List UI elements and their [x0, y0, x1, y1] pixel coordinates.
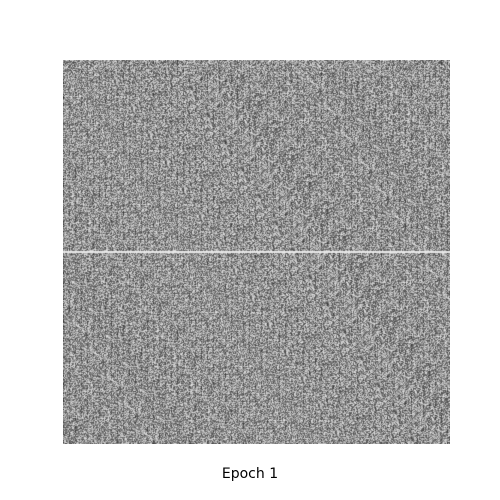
generated-samples-grid-image [63, 60, 450, 444]
epoch-caption: Epoch 1 [221, 466, 279, 482]
